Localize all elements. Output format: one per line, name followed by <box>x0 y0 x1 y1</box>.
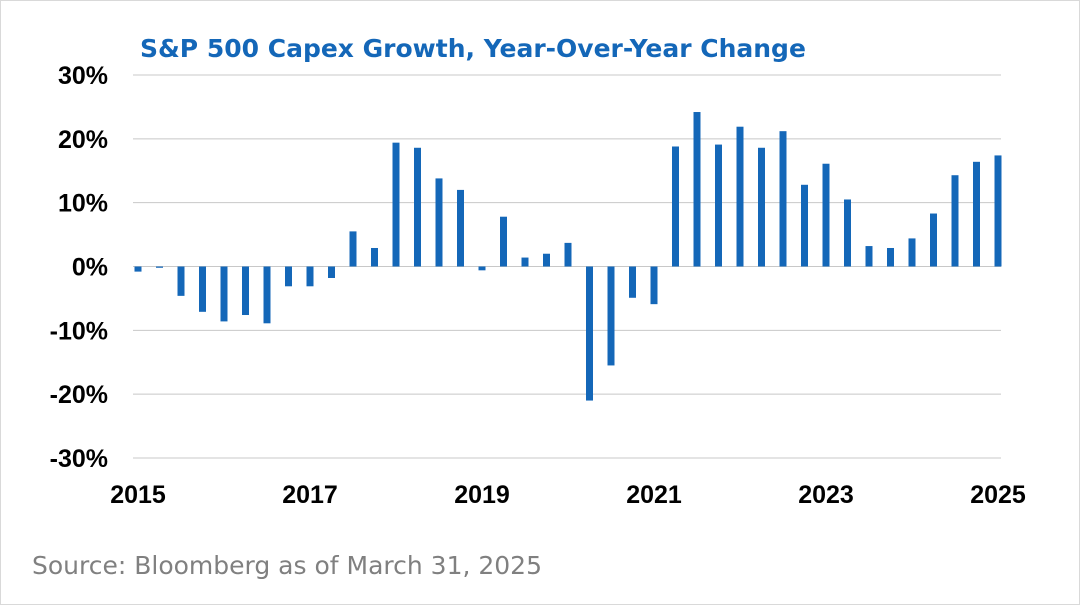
y-tick-label: 20% <box>58 126 108 154</box>
bar <box>779 131 787 267</box>
x-tick-label: 2019 <box>454 481 510 509</box>
bar <box>414 147 421 267</box>
y-tick-label: 10% <box>58 190 108 218</box>
bar <box>930 213 937 267</box>
y-tick-label: -10% <box>50 317 108 345</box>
y-tick-label: -30% <box>50 445 108 473</box>
bar <box>994 155 1002 267</box>
bar <box>242 266 249 316</box>
bar <box>177 266 185 296</box>
x-tick-label: 2021 <box>626 481 682 509</box>
bar <box>693 112 701 267</box>
bar <box>435 178 443 267</box>
bar <box>844 199 851 267</box>
bar <box>564 242 572 267</box>
bar <box>908 238 916 267</box>
bar <box>478 266 486 271</box>
bar <box>457 189 464 267</box>
y-tick-label: 30% <box>58 62 108 90</box>
x-tick-label: 2023 <box>798 481 854 509</box>
bar <box>156 266 163 268</box>
gridlines <box>133 74 1001 459</box>
bar <box>758 147 765 267</box>
bar <box>951 175 959 267</box>
y-axis-ticks: 30% 20% 10% 0% -10% -20% -30% <box>50 62 108 473</box>
bar <box>521 257 529 267</box>
bar <box>134 266 142 272</box>
bar <box>543 253 550 267</box>
x-tick-label: 2017 <box>282 481 338 509</box>
y-tick-label: -20% <box>50 381 108 409</box>
x-tick-label: 2025 <box>970 481 1026 509</box>
chart-title: S&P 500 Capex Growth, Year-Over-Year Cha… <box>140 34 806 63</box>
bar <box>263 266 271 324</box>
bar <box>220 266 228 322</box>
bar <box>392 142 400 267</box>
bar <box>865 246 873 267</box>
bar <box>629 266 636 298</box>
bar <box>801 184 808 267</box>
bar <box>500 216 507 267</box>
bar <box>607 266 615 366</box>
bar <box>328 266 335 278</box>
y-tick-label: 0% <box>72 254 108 282</box>
bar <box>586 266 593 401</box>
bar <box>736 126 744 267</box>
bar <box>973 161 980 267</box>
bar <box>650 266 658 305</box>
bars <box>134 112 1002 401</box>
bar <box>887 247 894 267</box>
bar <box>715 144 722 267</box>
bar <box>672 146 679 267</box>
bar <box>285 266 292 287</box>
bar <box>349 231 357 267</box>
x-tick-label: 2015 <box>110 481 166 509</box>
bar <box>199 266 206 312</box>
bar <box>371 247 378 267</box>
x-axis-ticks: 2015 2017 2019 2021 2023 2025 <box>110 481 1026 509</box>
bar <box>822 163 830 267</box>
source-note: Source: Bloomberg as of March 31, 2025 <box>32 551 542 580</box>
bar <box>306 266 314 287</box>
